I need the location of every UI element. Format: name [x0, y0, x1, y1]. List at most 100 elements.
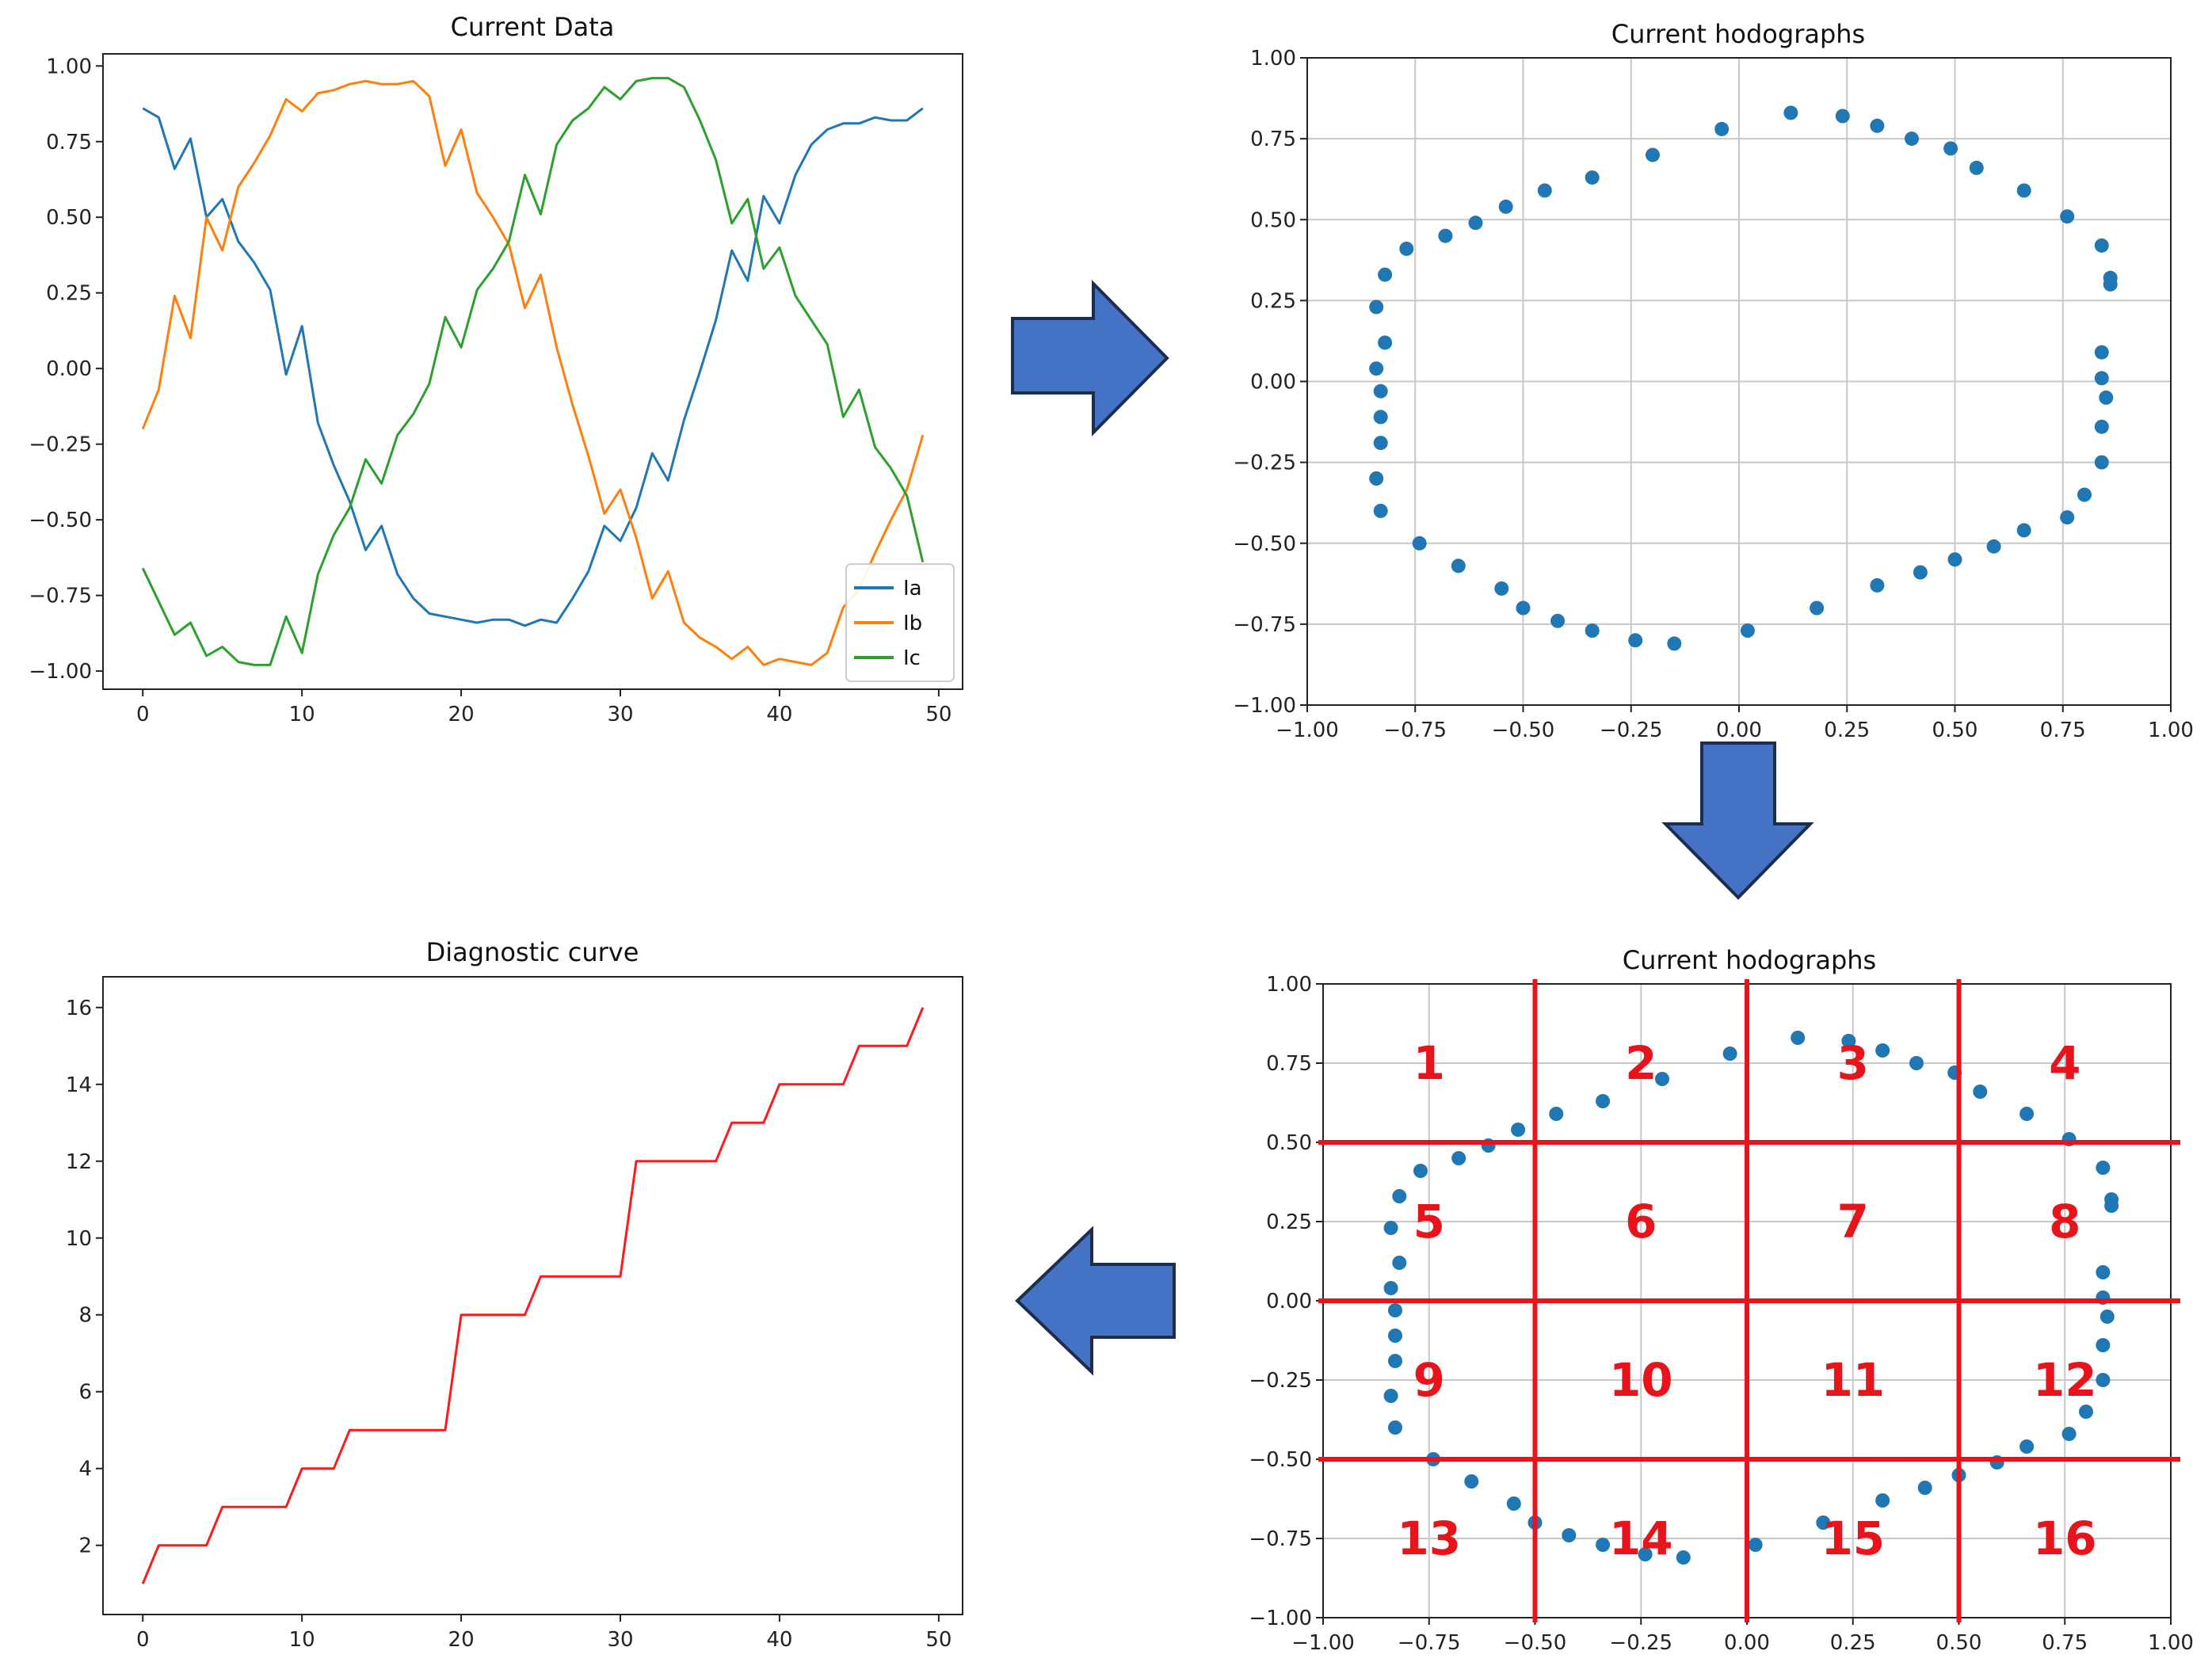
hodograph-point	[2094, 455, 2109, 470]
hodograph-point	[2019, 1107, 2035, 1121]
region-label-11: 11	[1821, 1353, 1885, 1407]
x-tick-label: −0.50	[1492, 719, 1555, 742]
hodograph-point	[1373, 503, 1388, 518]
hodograph-point	[1638, 1547, 1653, 1561]
y-tick-label: −1.00	[1233, 694, 1296, 718]
hodograph-point	[2060, 510, 2075, 525]
x-tick-label: 0.25	[1824, 719, 1870, 742]
hodograph-point	[1378, 335, 1393, 350]
x-tick-label: 0	[136, 1628, 150, 1652]
hodograph-point	[1373, 410, 1388, 425]
hodograph-point	[1438, 228, 1453, 243]
y-tick-label: 2	[78, 1534, 92, 1558]
y-tick-label: −0.25	[1233, 452, 1296, 475]
hodograph-point	[1451, 1151, 1466, 1165]
region-label-3: 3	[1837, 1036, 1869, 1090]
hodograph-point	[2094, 419, 2109, 434]
y-tick-label: −0.75	[1233, 613, 1296, 637]
hodograph-point	[1841, 1034, 1856, 1048]
hodograph-point	[1388, 1329, 1402, 1343]
series-line-ia	[142, 107, 924, 627]
y-tick-label: 8	[78, 1304, 92, 1328]
x-tick-label: 0.75	[2042, 1631, 2088, 1655]
hodograph-point	[1596, 1538, 1611, 1552]
hodograph-point	[1464, 1474, 1479, 1489]
legend-ia-label: Ia	[903, 577, 922, 600]
hodograph-point	[2099, 390, 2114, 405]
hodograph-point	[2094, 238, 2109, 253]
x-tick-label: −1.00	[1276, 719, 1339, 742]
hodograph-ticks: −1.00 −0.75 −0.50 −0.25 0.00 0.25 0.50 0.75 1.00…	[1233, 47, 2194, 742]
arrow-right-icon	[1011, 280, 1169, 437]
y-tick-label: 0.75	[1250, 128, 1296, 151]
series-line-ib	[141, 79, 925, 666]
y-tick-label: −1.00	[1249, 1607, 1312, 1630]
hodograph-point	[1722, 1046, 1737, 1061]
x-tick-label: 0	[136, 703, 150, 726]
y-tick-label: −0.50	[29, 509, 92, 532]
hodograph-point	[1392, 1189, 1407, 1203]
hodograph-point	[1388, 1303, 1402, 1317]
hodograph-point	[1791, 1031, 1806, 1045]
y-tick-label: 4	[78, 1458, 92, 1481]
y-tick-label: 0.50	[1250, 208, 1296, 232]
hodograph-point	[1388, 1354, 1402, 1368]
hodograph-point	[1412, 536, 1427, 551]
current-hodographs-chart: Current hodographs −1.00 −0.75 −0.50 −0.25 0…	[1233, 19, 2194, 742]
x-tick-label: 20	[448, 703, 475, 726]
x-tick-label: 1.00	[2148, 1631, 2194, 1655]
x-tick-label: 1.00	[2148, 719, 2194, 742]
region-label-15: 15	[1821, 1512, 1885, 1565]
hodograph-point	[2096, 1265, 2111, 1279]
y-tick-label: 0.00	[1250, 371, 1296, 395]
y-tick-label: 1.00	[46, 55, 92, 78]
region-label-1: 1	[1413, 1036, 1445, 1090]
y-tick-label: −0.50	[1249, 1448, 1312, 1472]
x-tick-label: 0.25	[1830, 1631, 1876, 1655]
y-tick-label: 10	[66, 1227, 92, 1251]
y-tick-label: 0.25	[1266, 1210, 1312, 1234]
y-tick-label: 0.00	[1266, 1290, 1312, 1313]
y-tick-label: 16	[66, 997, 92, 1020]
hodograph-point	[1783, 105, 1798, 120]
hodograph-point	[1943, 141, 1958, 156]
region-label-5: 5	[1413, 1195, 1445, 1249]
region-divider-lines	[1318, 979, 2180, 1622]
hodograph-point	[2016, 523, 2031, 538]
x-tick-label: −0.75	[1398, 1631, 1461, 1655]
hodograph-point	[1550, 613, 1566, 628]
hodograph-point	[2094, 371, 2109, 386]
x-tick-label: 0.00	[1716, 719, 1762, 742]
y-tick-label: 0.00	[46, 357, 92, 381]
hodograph-point	[2019, 1439, 2035, 1454]
legend-ic-label: Ic	[903, 646, 921, 670]
hodograph-point	[1748, 1538, 1763, 1552]
hodograph-point	[1875, 1493, 1890, 1508]
y-tick-label: −0.50	[1233, 532, 1296, 556]
hodograph-point	[1498, 199, 1513, 214]
x-tick-label: 10	[289, 1628, 315, 1652]
hodograph-point	[2060, 209, 2075, 224]
current-data-lines	[141, 77, 925, 666]
current-hodographs-regions-chart: Current hodographs −1.00 −0.75 −0.50 −0.25 0…	[1249, 945, 2194, 1655]
hodograph-point	[2077, 487, 2092, 502]
hodograph-point	[1875, 1043, 1890, 1058]
region-label-16: 16	[2033, 1512, 2097, 1565]
hodograph-point	[1399, 242, 1414, 256]
hodograph-point	[1549, 1107, 1564, 1121]
diagnostic-curve-chart: Diagnostic curve 0 10 20 30 40 50 2 4 6 8 10 12 14 16	[66, 937, 963, 1652]
hodograph-point	[2096, 1338, 2111, 1352]
y-tick-label: 12	[66, 1150, 92, 1174]
legend-ib-label: Ib	[903, 612, 922, 635]
region-label-14: 14	[1609, 1512, 1673, 1565]
diagnostic-curve-line	[141, 1007, 925, 1584]
x-tick-label: 0.75	[2040, 719, 2086, 742]
x-tick-label: 50	[925, 1628, 952, 1652]
y-tick-label: 14	[66, 1073, 92, 1097]
current-data-chart: Current Data 0 10 20 30 40 50 1.00 0.75 0.50 0.25…	[29, 12, 963, 726]
current-data-legend: Ia Ib Ic	[845, 563, 955, 682]
hodograph-point	[1969, 160, 1984, 175]
hodograph-point	[1585, 623, 1600, 638]
